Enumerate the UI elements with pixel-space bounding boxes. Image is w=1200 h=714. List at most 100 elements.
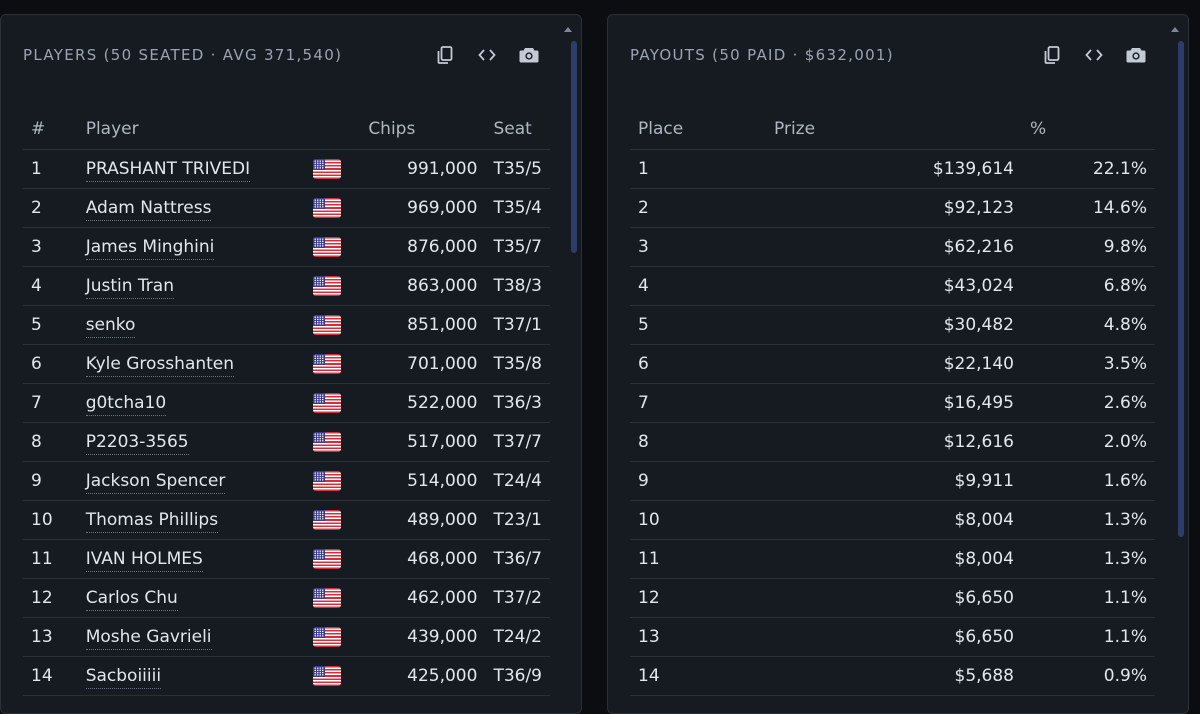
player-name-link[interactable]: Jackson Spencer	[85, 471, 226, 494]
payout-prize: $8,004	[766, 500, 1022, 540]
players-title: PLAYERS (50 SEATED · AVG 371,540)	[23, 46, 343, 64]
player-name-link[interactable]: Thomas Phillips	[85, 510, 219, 533]
table-row: 11 IVAN HOLMES 468,000 T36/7	[23, 539, 550, 579]
scroll-thumb[interactable]	[1178, 41, 1184, 537]
col-place[interactable]: Place	[630, 109, 766, 150]
players-scrollbar[interactable]	[564, 27, 578, 703]
table-row: 2 Adam Nattress 969,000 T35/4	[23, 188, 550, 228]
table-row: 12 Carlos Chu 462,000 T37/2	[23, 578, 550, 618]
player-name-link[interactable]: IVAN HOLMES	[85, 549, 203, 572]
player-seat: T24/2	[485, 617, 550, 657]
player-name-cell: Justin Tran	[77, 266, 306, 306]
table-row: 5 senko 851,000 T37/1	[23, 305, 550, 345]
table-row: 4 $43,024 6.8%	[630, 266, 1155, 306]
player-name-link[interactable]: Justin Tran	[85, 276, 174, 299]
player-name-cell: g0tcha10	[77, 383, 306, 423]
player-seat: T36/3	[485, 383, 550, 423]
payout-percent: 2.6%	[1022, 383, 1155, 423]
player-rank: 8	[23, 422, 78, 462]
player-rank: 13	[23, 617, 78, 657]
player-chips: 517,000	[360, 422, 486, 462]
player-name-link[interactable]: g0tcha10	[85, 393, 167, 416]
player-name-cell: Carlos Chu	[77, 578, 306, 618]
player-name-link[interactable]: Carlos Chu	[85, 588, 178, 611]
us-flag-icon	[313, 276, 342, 296]
col-pct[interactable]: %	[1022, 109, 1155, 150]
player-name-link[interactable]: Moshe Gavrieli	[85, 627, 212, 650]
player-flag-cell	[305, 383, 361, 423]
col-seat[interactable]: Seat	[485, 109, 550, 150]
player-chips: 851,000	[360, 305, 486, 345]
player-flag-cell	[305, 266, 361, 306]
player-rank: 9	[23, 461, 78, 501]
player-name-cell: P2203-3565	[77, 422, 306, 462]
payout-prize: $5,688	[766, 656, 1022, 696]
payouts-scrollbar[interactable]	[1171, 27, 1185, 703]
payout-percent: 3.5%	[1022, 344, 1155, 384]
player-chips: 468,000	[360, 539, 486, 579]
table-row: 9 Jackson Spencer 514,000 T24/4	[23, 461, 550, 501]
player-flag-cell	[305, 305, 361, 345]
payout-place: 11	[630, 539, 766, 579]
player-seat: T24/4	[485, 461, 550, 501]
player-seat: T36/7	[485, 539, 550, 579]
col-rank[interactable]: #	[23, 109, 78, 150]
code-icon[interactable]	[1084, 45, 1104, 65]
table-row: 8 $12,616 2.0%	[630, 422, 1155, 462]
players-panel: PLAYERS (50 SEATED · AVG 371,540)	[0, 14, 582, 714]
payout-percent: 22.1%	[1022, 149, 1155, 189]
payout-prize: $30,482	[766, 305, 1022, 345]
player-flag-cell	[305, 344, 361, 384]
player-name-cell: Sacboiiiii	[77, 656, 306, 696]
player-chips: 969,000	[360, 188, 486, 228]
code-icon[interactable]	[477, 45, 497, 65]
payout-place: 8	[630, 422, 766, 462]
col-prize[interactable]: Prize	[766, 109, 1022, 150]
player-name-link[interactable]: Adam Nattress	[85, 198, 212, 221]
player-name-link[interactable]: senko	[85, 315, 136, 338]
player-name-link[interactable]: Kyle Grosshanten	[85, 354, 235, 377]
payout-prize: $62,216	[766, 227, 1022, 267]
col-chips[interactable]: Chips	[360, 109, 486, 150]
payouts-table: Place Prize % 1 $139,614 22.1% 2 $92,123 14.6…	[630, 109, 1155, 696]
table-row: 10 Thomas Phillips 489,000 T23/1	[23, 500, 550, 540]
player-flag-cell	[305, 461, 361, 501]
player-chips: 425,000	[360, 656, 486, 696]
payout-percent: 0.9%	[1022, 656, 1155, 696]
camera-icon[interactable]	[1126, 45, 1146, 65]
payout-prize: $6,650	[766, 578, 1022, 618]
table-row: 9 $9,911 1.6%	[630, 461, 1155, 501]
player-rank: 11	[23, 539, 78, 579]
payout-place: 3	[630, 227, 766, 267]
player-seat: T37/1	[485, 305, 550, 345]
camera-icon[interactable]	[519, 45, 539, 65]
us-flag-icon	[313, 354, 342, 374]
payout-prize: $16,495	[766, 383, 1022, 423]
payout-place: 13	[630, 617, 766, 657]
table-row: 14 $5,688 0.9%	[630, 656, 1155, 696]
scroll-up-arrow[interactable]	[1171, 27, 1179, 32]
copy-icon[interactable]	[435, 45, 455, 65]
payout-percent: 1.3%	[1022, 539, 1155, 579]
scroll-thumb[interactable]	[571, 41, 577, 253]
player-chips: 439,000	[360, 617, 486, 657]
player-name-cell: Moshe Gavrieli	[77, 617, 306, 657]
payouts-header: PAYOUTS (50 PAID · $632,001)	[630, 43, 1168, 67]
players-table: # Player Chips Seat 1 PRASHANT TRIVEDI 991…	[23, 109, 550, 696]
player-seat: T37/2	[485, 578, 550, 618]
copy-icon[interactable]	[1042, 45, 1062, 65]
scroll-up-arrow[interactable]	[564, 27, 572, 32]
players-header: PLAYERS (50 SEATED · AVG 371,540)	[23, 43, 561, 67]
payout-place: 9	[630, 461, 766, 501]
player-name-link[interactable]: PRASHANT TRIVEDI	[85, 159, 251, 182]
payout-percent: 14.6%	[1022, 188, 1155, 228]
player-name-cell: James Minghini	[77, 227, 306, 267]
payout-place: 4	[630, 266, 766, 306]
player-flag-cell	[305, 227, 361, 267]
payout-place: 12	[630, 578, 766, 618]
player-name-link[interactable]: Sacboiiiii	[85, 666, 162, 689]
player-name-link[interactable]: James Minghini	[85, 237, 215, 260]
col-player[interactable]: Player	[77, 109, 306, 150]
player-name-link[interactable]: P2203-3565	[85, 432, 189, 455]
payouts-panel: PAYOUTS (50 PAID · $632,001)	[607, 14, 1189, 714]
